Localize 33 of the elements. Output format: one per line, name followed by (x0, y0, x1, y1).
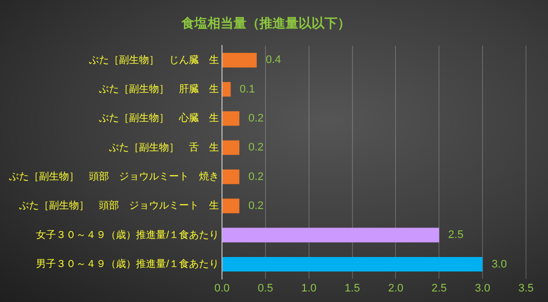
data-label: 2.5 (448, 229, 464, 242)
y-tick-label: ぶた［副生物］ じん臓 生 (89, 54, 219, 66)
bar (222, 228, 440, 242)
bar (222, 82, 231, 97)
x-tick-label: 3.5 (518, 282, 534, 294)
y-tick-label: 男子３０～４９（歳）推進量/１食あたり (36, 258, 219, 270)
bar (222, 256, 483, 272)
bar (222, 169, 240, 184)
bar (222, 52, 257, 68)
x-tick-label: 1.0 (301, 282, 317, 294)
bar (222, 198, 240, 214)
bar (222, 140, 240, 155)
y-tick-label: ぶた［副生物］ 心臓 生 (99, 112, 219, 124)
y-tick-label: ぶた［副生物］ 頭部 ジョウルミート 生 (19, 200, 219, 212)
y-tick-label: 女子３０～４９（歳）推進量/１食あたり (36, 228, 219, 241)
data-label: 0.4 (266, 54, 282, 66)
data-label: 0.2 (248, 112, 264, 125)
x-tick-label: 2.5 (431, 282, 447, 294)
y-tick-label: ぶた［副生物］ 肝臓 生 (99, 83, 219, 96)
data-label: 0.1 (240, 83, 255, 96)
data-label: 0.2 (248, 170, 264, 183)
x-tick-label: 0.0 (214, 282, 230, 294)
bar (222, 111, 240, 126)
x-tick-label: 3.0 (474, 282, 490, 294)
data-label: 0.2 (248, 200, 264, 212)
chart-title: 食塩相当量（推進量以以下） (180, 15, 350, 30)
data-label: 3.0 (492, 258, 507, 270)
y-tick-label: ぶた［副生物］ 舌 生 (109, 141, 219, 154)
x-tick-label: 1.5 (344, 282, 360, 294)
x-tick-label: 0.5 (258, 282, 274, 294)
x-tick-label: 2.0 (388, 282, 404, 294)
data-label: 0.2 (248, 142, 264, 154)
y-tick-label: ぶた［副生物］ 頭部 ジョウルミート 焼き (9, 170, 219, 183)
